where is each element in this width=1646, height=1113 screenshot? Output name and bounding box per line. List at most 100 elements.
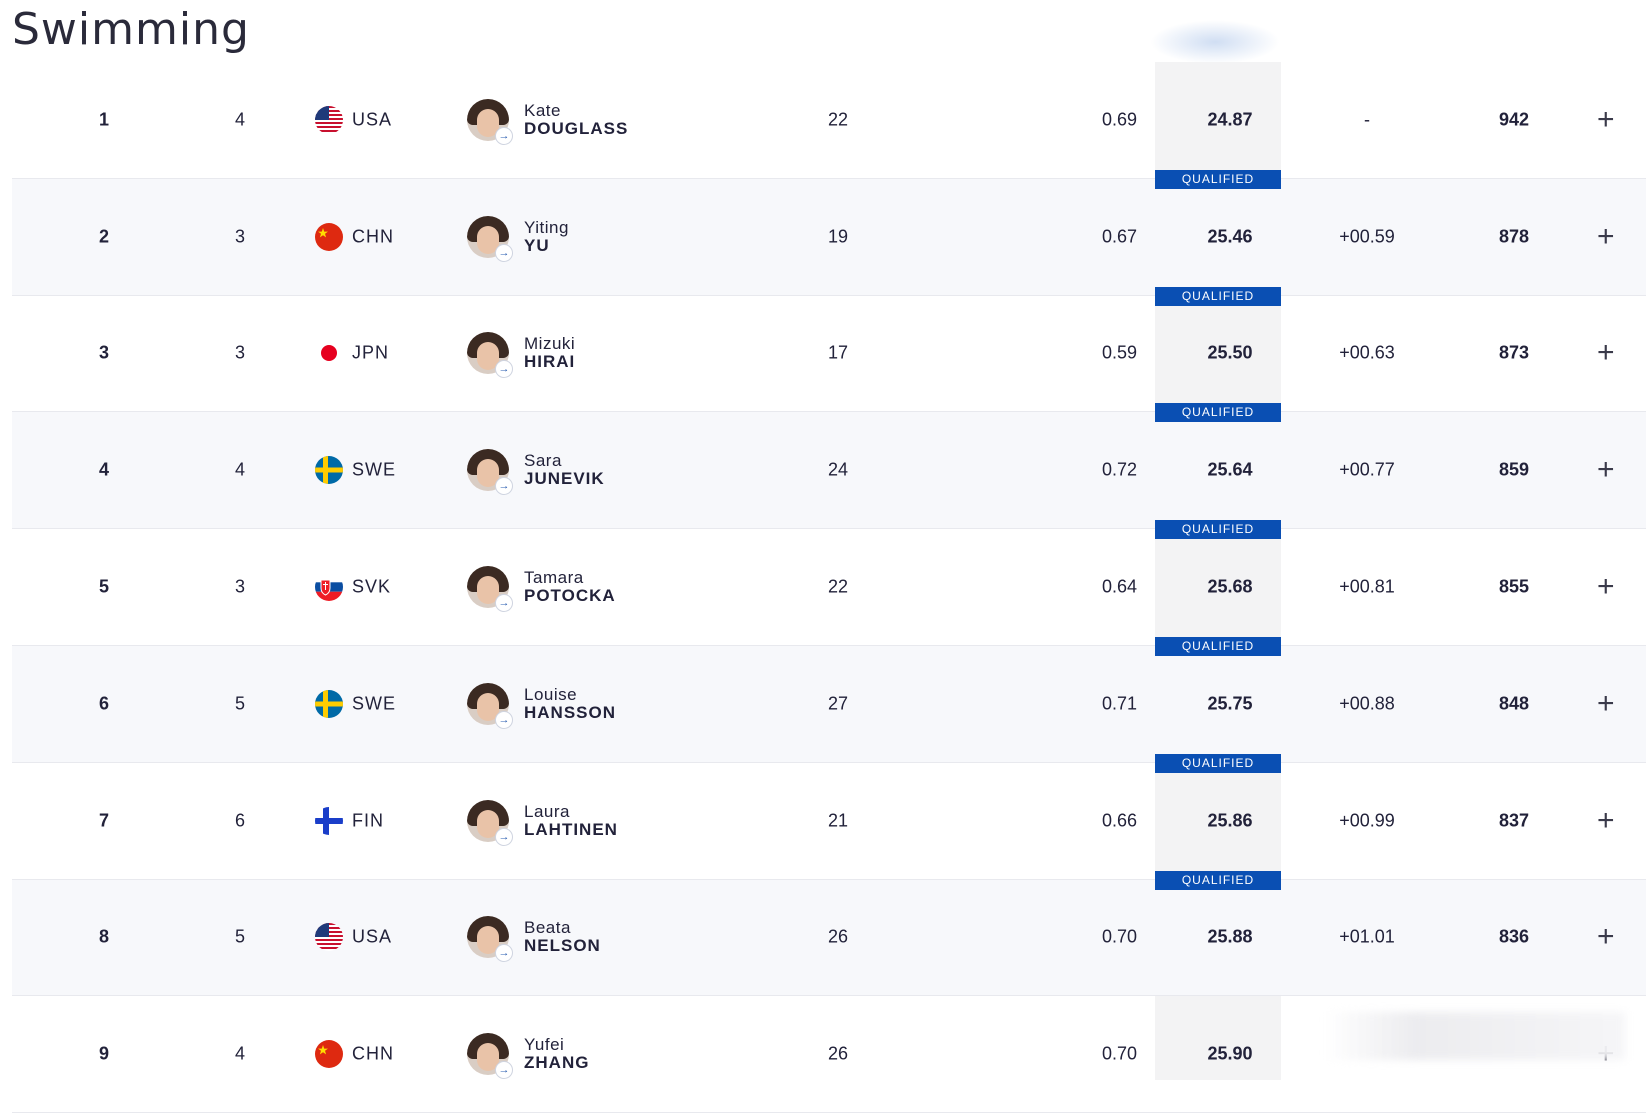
svk-flag	[315, 573, 343, 602]
arrow-right-icon[interactable]: →	[495, 243, 513, 262]
athlete-last-name: POTOCKA	[524, 586, 616, 606]
rank: 7	[98, 810, 109, 831]
lane: 6	[234, 810, 245, 831]
athlete-last-name: HANSSON	[524, 702, 617, 722]
age: 19	[827, 226, 849, 247]
arrow-right-icon[interactable]: →	[495, 594, 513, 613]
athlete-avatar[interactable]: →	[467, 332, 513, 379]
lane: 4	[234, 1043, 245, 1064]
fin-flag	[315, 806, 343, 835]
qualified-badge: QUALIFIED	[1155, 520, 1281, 540]
arrow-right-icon[interactable]: →	[495, 944, 513, 963]
rank: 4	[98, 459, 109, 480]
time-behind: +00.88	[1339, 693, 1395, 714]
plus-icon[interactable]: +	[1597, 102, 1615, 136]
athlete-last-name: NELSON	[524, 936, 601, 956]
result-time: 25.68	[1207, 576, 1253, 597]
athlete-name[interactable]: Yiting YU	[524, 218, 569, 255]
athlete-name[interactable]: Mizuki HIRAI	[524, 335, 575, 371]
athlete-name[interactable]: Beata NELSON	[524, 919, 601, 955]
table-row[interactable]: QUALIFIED 5 3 SVK → Tamara POTOCKA 22 0.64 25.68 +…	[12, 520, 1646, 646]
points: 836	[1498, 926, 1530, 947]
athlete-avatar[interactable]: →	[467, 566, 513, 613]
athlete-name[interactable]: Kate DOUGLASS	[524, 100, 629, 138]
result-time: 25.86	[1207, 810, 1253, 831]
points: 942	[1498, 109, 1530, 130]
table-row[interactable]: QUALIFIED 4 4 SWE → Sara JUNEVIK 24 0.72 25.64 +00…	[12, 403, 1646, 530]
athlete-first-name: Tamara	[524, 568, 584, 588]
plus-icon[interactable]: +	[1597, 686, 1615, 720]
athlete-avatar[interactable]: →	[467, 449, 513, 496]
jpn-flag	[315, 339, 343, 368]
athlete-first-name: Beata	[524, 918, 571, 938]
lane: 4	[234, 109, 245, 130]
result-time: 25.64	[1207, 459, 1253, 480]
arrow-right-icon[interactable]: →	[495, 360, 513, 379]
points: 855	[1498, 576, 1530, 597]
athlete-name[interactable]: Sara JUNEVIK	[524, 452, 605, 488]
reaction-time: 0.70	[1101, 926, 1137, 947]
rank: 5	[98, 576, 109, 597]
reaction-time: 0.69	[1101, 109, 1137, 130]
result-time: 25.50	[1207, 342, 1253, 363]
athlete-first-name: Laura	[524, 801, 570, 821]
plus-icon[interactable]: +	[1597, 920, 1615, 954]
athlete-last-name: DOUGLASS	[524, 118, 629, 138]
table-row[interactable]: QUALIFIED 2 3 CHN → Yiting YU 19 0.67 25.46 +00.59…	[12, 169, 1646, 296]
qualified-badge: QUALIFIED	[1155, 870, 1281, 890]
plus-icon[interactable]: +	[1597, 336, 1615, 370]
points: 878	[1498, 226, 1530, 247]
arrow-right-icon[interactable]: →	[495, 827, 513, 846]
country-code: USA	[352, 926, 393, 947]
athlete-avatar[interactable]: →	[467, 215, 513, 262]
athlete-avatar[interactable]: →	[467, 916, 513, 963]
table-row[interactable]: QUALIFIED 7 6 FIN → Laura LAHTINEN 21 0.66 25.86 +…	[12, 753, 1646, 880]
qualified-badge: QUALIFIED	[1155, 753, 1281, 773]
rank: 8	[98, 926, 109, 947]
arrow-right-icon[interactable]: →	[495, 1061, 513, 1080]
chn-flag	[315, 1040, 343, 1069]
country-code: SWE	[352, 459, 397, 480]
athlete-avatar[interactable]: →	[467, 682, 513, 729]
arrow-right-icon[interactable]: →	[495, 477, 513, 496]
result-time: 25.90	[1207, 1043, 1253, 1064]
arrow-right-icon[interactable]: →	[495, 710, 513, 729]
age: 21	[827, 810, 849, 831]
time-behind: +00.63	[1339, 342, 1395, 363]
athlete-name[interactable]: Yufei ZHANG	[524, 1036, 589, 1072]
athlete-avatar[interactable]: →	[467, 799, 513, 846]
table-row[interactable]: QUALIFIED 8 5 USA → Beata NELSON 26 0.70 25.88 +01…	[12, 870, 1646, 997]
athlete-name[interactable]: Tamara POTOCKA	[524, 569, 616, 605]
athlete-avatar[interactable]: →	[467, 98, 513, 145]
table-row[interactable]: QUALIFIED 3 3 JPN → Mizuki HIRAI 17 0.59 25.50 +00…	[12, 286, 1646, 413]
athlete-first-name: Kate	[524, 100, 561, 120]
athlete-name[interactable]: Laura LAHTINEN	[524, 801, 618, 839]
plus-icon[interactable]: +	[1597, 570, 1615, 604]
athlete-last-name: ZHANG	[524, 1053, 590, 1073]
athlete-avatar[interactable]: →	[467, 1033, 513, 1080]
athlete-first-name: Sara	[524, 451, 562, 471]
athlete-name[interactable]: Louise HANSSON	[524, 685, 617, 722]
plus-icon[interactable]: +	[1597, 453, 1615, 487]
table-row[interactable]: QUALIFIED 6 5 SWE → Louise HANSSON 27 0.71 25.75 +…	[12, 636, 1646, 763]
rank: 2	[98, 226, 109, 247]
qualified-badge: QUALIFIED	[1155, 169, 1281, 189]
table-row[interactable]: 1 4 USA → Kate DOUGLASS 22 0.69 24.87 - 942 +	[12, 62, 1646, 179]
reaction-time: 0.59	[1101, 342, 1137, 363]
points: 873	[1498, 342, 1530, 363]
plus-icon[interactable]: +	[1597, 219, 1615, 253]
lane: 5	[234, 693, 245, 714]
result-time: 24.87	[1207, 109, 1253, 130]
reaction-time: 0.66	[1101, 810, 1137, 831]
time-behind: +00.81	[1339, 576, 1395, 597]
arrow-right-icon[interactable]: →	[495, 126, 513, 145]
swe-flag	[315, 689, 343, 718]
result-time: 25.75	[1207, 693, 1253, 714]
reaction-time: 0.70	[1101, 1043, 1137, 1064]
plus-icon[interactable]: +	[1597, 803, 1615, 837]
lane: 5	[234, 926, 245, 947]
qualified-badge: QUALIFIED	[1155, 286, 1281, 306]
points: 837	[1498, 810, 1530, 831]
athlete-first-name: Yufei	[524, 1035, 565, 1055]
